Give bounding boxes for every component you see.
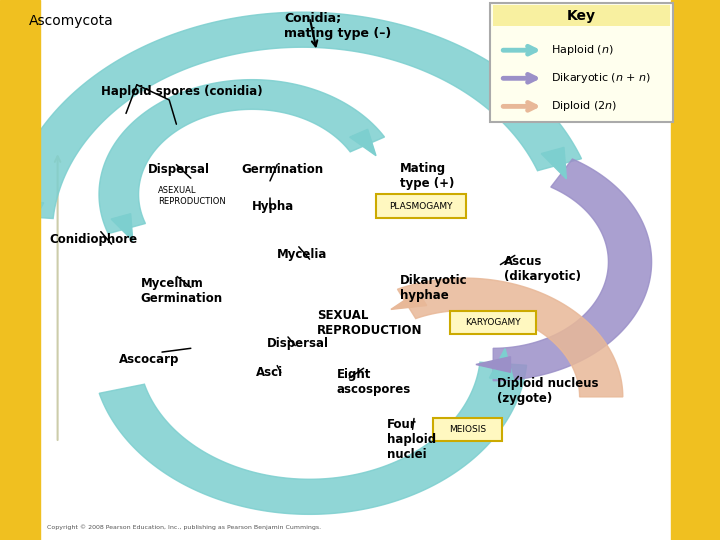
Text: Mycelium
Germination: Mycelium Germination [140,277,222,305]
Text: Ascus
(dikaryotic): Ascus (dikaryotic) [504,255,581,283]
FancyBboxPatch shape [376,194,466,218]
Text: Mating
type (+): Mating type (+) [400,162,454,190]
FancyBboxPatch shape [490,3,673,122]
Text: Diploid (2$n$): Diploid (2$n$) [551,99,617,113]
Text: Germination: Germination [241,163,323,176]
Text: Haploid ($n$): Haploid ($n$) [551,43,613,57]
Text: Dispersal: Dispersal [266,338,328,350]
FancyBboxPatch shape [450,310,536,334]
Text: SEXUAL
REPRODUCTION: SEXUAL REPRODUCTION [317,309,423,337]
Polygon shape [490,349,513,380]
Text: Hypha: Hypha [252,200,294,213]
Text: Dikaryotic ($n$ + $n$): Dikaryotic ($n$ + $n$) [551,71,651,85]
Polygon shape [350,130,376,156]
Text: PLASMOGAMY: PLASMOGAMY [389,201,453,211]
Text: Ascocarp: Ascocarp [119,353,179,366]
Bar [0,0,40,540]
Polygon shape [397,278,623,397]
Text: Four
haploid
nuclei: Four haploid nuclei [387,418,436,462]
FancyBboxPatch shape [433,418,502,441]
Text: Dikaryotic
hyphae: Dikaryotic hyphae [400,274,467,302]
Text: Haploid spores (conidia): Haploid spores (conidia) [101,85,262,98]
Polygon shape [391,292,427,309]
Text: Asci: Asci [256,366,283,379]
Polygon shape [19,201,44,232]
Bar [671,0,720,540]
Polygon shape [476,357,510,372]
Text: Dispersal: Dispersal [148,163,210,176]
Text: Ascomycota: Ascomycota [29,14,114,28]
Text: KARYOGAMY: KARYOGAMY [465,318,521,327]
FancyBboxPatch shape [493,5,670,26]
Text: MEIOSIS: MEIOSIS [449,425,486,434]
Text: Conidia;
mating type (–): Conidia; mating type (–) [284,12,392,40]
Text: ASEXUAL
REPRODUCTION: ASEXUAL REPRODUCTION [158,186,226,206]
Polygon shape [111,214,132,241]
Polygon shape [99,80,384,234]
Polygon shape [541,147,567,179]
Text: Diploid nucleus
(zygote): Diploid nucleus (zygote) [497,377,598,405]
Polygon shape [99,362,526,514]
Polygon shape [6,12,582,219]
Text: Mycelia: Mycelia [277,248,328,261]
Text: Key: Key [567,9,596,23]
Text: Copyright © 2008 Pearson Education, Inc., publishing as Pearson Benjamin Cumming: Copyright © 2008 Pearson Education, Inc.… [47,525,321,530]
Text: Eight
ascospores: Eight ascospores [337,368,411,396]
Text: Conidiophore: Conidiophore [49,233,137,246]
Polygon shape [493,159,652,381]
